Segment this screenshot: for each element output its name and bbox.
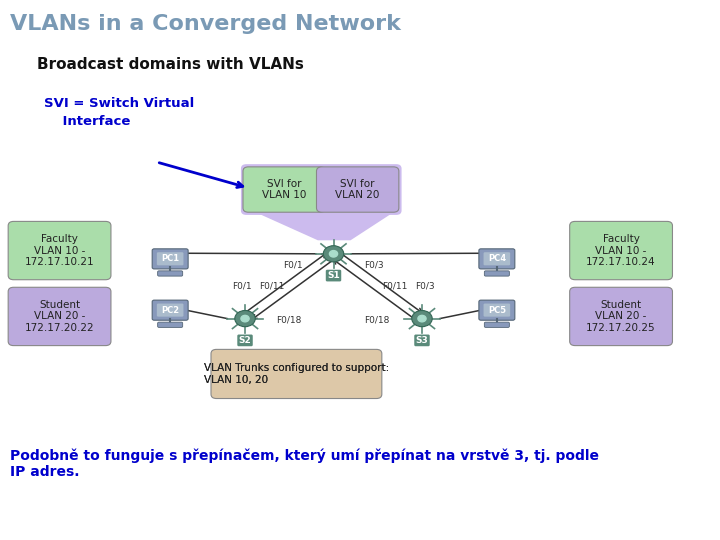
Text: PC4: PC4 — [487, 254, 506, 264]
Text: F0/11: F0/11 — [260, 282, 285, 291]
Text: F0/1: F0/1 — [232, 282, 251, 291]
Text: S3: S3 — [415, 336, 428, 345]
FancyBboxPatch shape — [158, 271, 183, 276]
Text: PC2: PC2 — [161, 306, 179, 315]
Text: VLANs in a Converged Network: VLANs in a Converged Network — [10, 14, 401, 33]
Circle shape — [241, 315, 249, 322]
Text: PC5: PC5 — [487, 306, 506, 315]
Text: F0/18: F0/18 — [364, 316, 390, 325]
Text: S2: S2 — [238, 336, 251, 345]
Circle shape — [412, 310, 432, 327]
Text: F0/3: F0/3 — [364, 260, 384, 269]
Text: Broadcast domains with VLANs: Broadcast domains with VLANs — [37, 57, 305, 72]
FancyBboxPatch shape — [479, 249, 515, 269]
Text: VLAN Trunks configured to support:
VLAN 10, 20: VLAN Trunks configured to support: VLAN … — [204, 363, 389, 384]
FancyBboxPatch shape — [484, 252, 510, 265]
Circle shape — [418, 315, 426, 322]
FancyBboxPatch shape — [157, 303, 184, 316]
FancyBboxPatch shape — [243, 167, 325, 212]
Circle shape — [235, 310, 255, 327]
FancyBboxPatch shape — [317, 167, 399, 212]
Text: Faculty
VLAN 10 -
172.17.10.21: Faculty VLAN 10 - 172.17.10.21 — [24, 234, 94, 267]
Text: SVI for
VLAN 10: SVI for VLAN 10 — [262, 179, 306, 200]
Text: F0/18: F0/18 — [276, 316, 301, 325]
FancyBboxPatch shape — [158, 322, 183, 327]
Text: Faculty
VLAN 10 -
172.17.10.24: Faculty VLAN 10 - 172.17.10.24 — [586, 234, 656, 267]
Text: SVI = Switch Virtual: SVI = Switch Virtual — [44, 97, 194, 110]
FancyBboxPatch shape — [157, 252, 184, 265]
Text: F0/3: F0/3 — [415, 282, 435, 291]
Text: Podobně to funguje s přepínačem, který umí přepínat na vrstvě 3, tj. podle
IP ad: Podobně to funguje s přepínačem, který u… — [10, 448, 599, 479]
FancyBboxPatch shape — [8, 221, 111, 280]
Text: PC1: PC1 — [161, 254, 179, 264]
Text: Interface: Interface — [44, 115, 130, 128]
FancyBboxPatch shape — [152, 300, 188, 320]
Text: VLAN Trunks configured to support:
VLAN 10, 20: VLAN Trunks configured to support: VLAN … — [204, 363, 389, 384]
Text: Student
VLAN 20 -
172.17.20.25: Student VLAN 20 - 172.17.20.25 — [586, 300, 656, 333]
FancyBboxPatch shape — [241, 164, 402, 215]
Text: SVI for
VLAN 20: SVI for VLAN 20 — [336, 179, 380, 200]
FancyBboxPatch shape — [570, 287, 672, 346]
Circle shape — [330, 251, 338, 257]
FancyBboxPatch shape — [152, 249, 188, 269]
Text: F0/1: F0/1 — [283, 260, 302, 269]
Text: S1: S1 — [327, 271, 340, 280]
Text: F0/11: F0/11 — [382, 282, 408, 291]
FancyBboxPatch shape — [479, 300, 515, 320]
FancyBboxPatch shape — [485, 322, 509, 327]
Text: Student
VLAN 20 -
172.17.20.22: Student VLAN 20 - 172.17.20.22 — [24, 300, 94, 333]
FancyBboxPatch shape — [211, 349, 382, 399]
FancyBboxPatch shape — [570, 221, 672, 280]
Circle shape — [323, 246, 343, 262]
FancyBboxPatch shape — [485, 271, 509, 276]
FancyBboxPatch shape — [484, 303, 510, 316]
FancyBboxPatch shape — [8, 287, 111, 346]
Polygon shape — [252, 211, 396, 240]
